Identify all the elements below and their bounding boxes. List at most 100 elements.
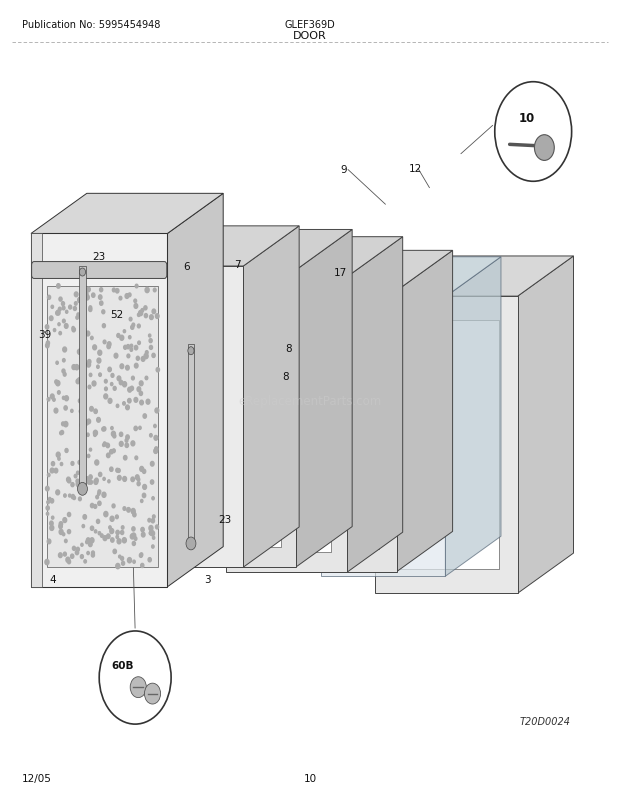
Polygon shape: [375, 297, 518, 593]
Circle shape: [145, 288, 149, 294]
Circle shape: [94, 480, 98, 485]
Circle shape: [495, 83, 572, 182]
Circle shape: [141, 357, 145, 362]
Polygon shape: [31, 194, 223, 234]
Circle shape: [131, 441, 135, 446]
Circle shape: [54, 409, 58, 414]
Circle shape: [117, 334, 120, 338]
Circle shape: [83, 515, 87, 520]
Circle shape: [137, 387, 141, 392]
Circle shape: [131, 326, 134, 330]
Circle shape: [126, 435, 130, 439]
Circle shape: [77, 314, 79, 317]
Circle shape: [74, 475, 77, 478]
Circle shape: [126, 345, 130, 350]
Circle shape: [63, 373, 66, 377]
Circle shape: [74, 302, 77, 306]
Circle shape: [145, 377, 148, 380]
Circle shape: [74, 293, 78, 298]
Circle shape: [87, 288, 91, 293]
Circle shape: [119, 381, 123, 385]
Circle shape: [99, 374, 102, 377]
Circle shape: [72, 328, 76, 333]
Circle shape: [119, 297, 122, 301]
Circle shape: [56, 452, 60, 458]
Circle shape: [143, 415, 146, 419]
Text: 12/05: 12/05: [22, 773, 51, 783]
Circle shape: [135, 456, 138, 460]
Circle shape: [68, 530, 71, 534]
Circle shape: [86, 541, 88, 544]
Circle shape: [63, 397, 65, 400]
Circle shape: [130, 387, 133, 391]
Circle shape: [131, 377, 135, 380]
Circle shape: [61, 302, 64, 306]
Circle shape: [56, 311, 60, 316]
Circle shape: [149, 434, 152, 437]
Circle shape: [114, 354, 118, 358]
Circle shape: [60, 431, 63, 435]
Circle shape: [50, 395, 54, 399]
Circle shape: [62, 306, 65, 310]
Circle shape: [134, 300, 136, 303]
Circle shape: [64, 407, 67, 411]
Polygon shape: [177, 270, 296, 567]
Text: DOOR: DOOR: [293, 31, 327, 41]
Circle shape: [112, 504, 115, 508]
Circle shape: [141, 528, 144, 532]
Circle shape: [149, 334, 151, 338]
Circle shape: [152, 545, 154, 549]
Circle shape: [89, 480, 92, 484]
Circle shape: [107, 454, 110, 458]
Circle shape: [113, 387, 116, 391]
Circle shape: [122, 526, 124, 529]
Circle shape: [90, 407, 93, 411]
Circle shape: [81, 458, 85, 463]
Circle shape: [104, 512, 108, 517]
Circle shape: [123, 383, 126, 387]
Circle shape: [110, 383, 113, 386]
Text: Publication No: 5995454948: Publication No: 5995454948: [22, 20, 160, 30]
Circle shape: [123, 456, 127, 460]
Circle shape: [63, 533, 64, 536]
Polygon shape: [321, 298, 445, 577]
Circle shape: [135, 285, 138, 289]
Circle shape: [144, 683, 161, 704]
Polygon shape: [46, 286, 158, 567]
Circle shape: [65, 449, 68, 453]
Circle shape: [126, 406, 130, 411]
Circle shape: [64, 540, 67, 543]
Circle shape: [149, 346, 153, 350]
Circle shape: [120, 364, 124, 369]
Circle shape: [102, 492, 106, 498]
Circle shape: [117, 376, 121, 381]
Circle shape: [116, 468, 119, 472]
Circle shape: [90, 538, 94, 543]
Circle shape: [120, 336, 124, 341]
Circle shape: [63, 320, 65, 323]
Circle shape: [153, 515, 155, 519]
Circle shape: [148, 558, 151, 562]
Circle shape: [78, 483, 87, 496]
Text: 8: 8: [282, 372, 289, 382]
Circle shape: [71, 554, 74, 559]
Circle shape: [103, 536, 107, 541]
Text: 10: 10: [519, 111, 535, 124]
Circle shape: [132, 527, 135, 532]
Circle shape: [45, 487, 49, 492]
Circle shape: [122, 561, 125, 565]
Circle shape: [76, 472, 79, 475]
Circle shape: [121, 557, 123, 561]
Circle shape: [47, 474, 50, 477]
Circle shape: [81, 298, 83, 302]
Circle shape: [56, 285, 60, 289]
Circle shape: [50, 468, 54, 473]
Circle shape: [56, 490, 60, 495]
Circle shape: [59, 298, 62, 302]
Circle shape: [86, 538, 90, 543]
Circle shape: [534, 136, 554, 161]
Circle shape: [112, 449, 115, 453]
Polygon shape: [290, 314, 379, 549]
Circle shape: [63, 518, 67, 523]
Circle shape: [103, 478, 105, 480]
